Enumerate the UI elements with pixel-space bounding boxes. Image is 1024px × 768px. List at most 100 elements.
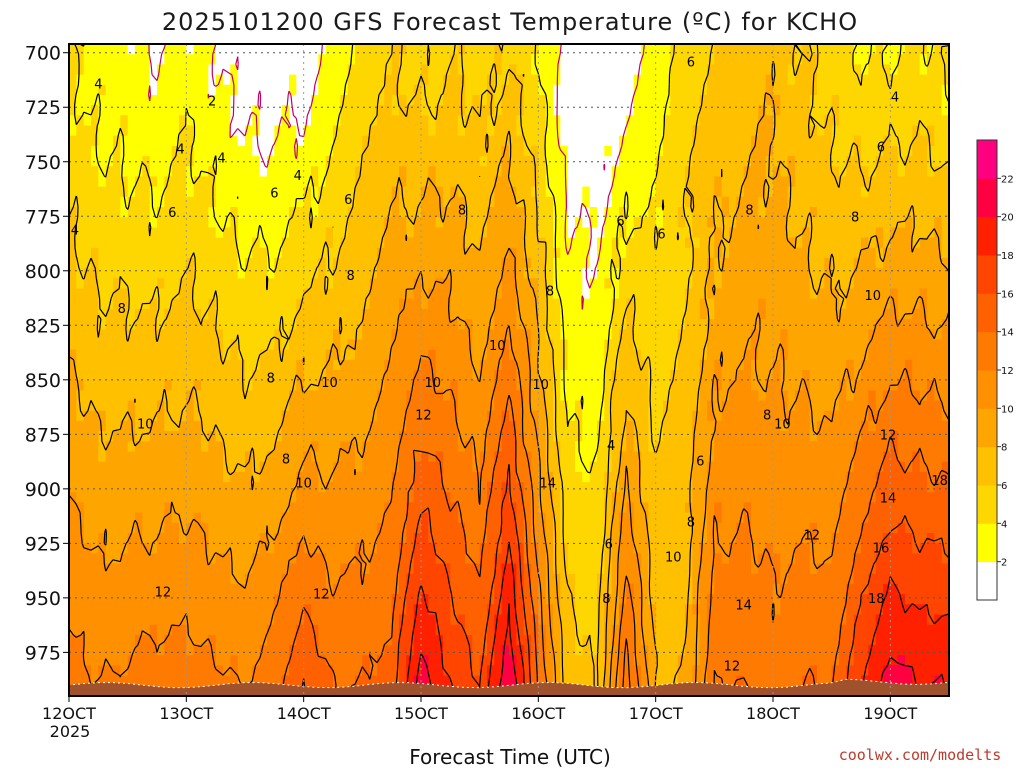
temperature-cell [457, 380, 466, 391]
temperature-cell [604, 543, 613, 554]
temperature-cell [509, 227, 517, 239]
temperature-cell [567, 492, 576, 504]
temperature-cell [619, 451, 627, 463]
temperature-cell [333, 451, 341, 463]
temperature-cell [538, 237, 547, 249]
temperature-cell [347, 522, 356, 534]
temperature-cell [215, 268, 224, 279]
temperature-cell [428, 115, 437, 127]
temperature-cell [509, 645, 517, 656]
temperature-cell [465, 288, 473, 300]
temperature-cell [303, 563, 312, 575]
temperature-cell [325, 196, 334, 208]
temperature-cell [289, 624, 297, 636]
temperature-cell [597, 359, 605, 371]
temperature-cell [538, 553, 547, 565]
temperature-cell [303, 390, 312, 402]
temperature-cell [113, 522, 121, 534]
temperature-cell [443, 645, 451, 656]
temperature-cell [589, 349, 598, 361]
temperature-cell [69, 461, 77, 473]
temperature-cell [494, 370, 503, 381]
temperature-cell [479, 492, 488, 504]
temperature-cell [135, 237, 143, 249]
temperature-cell [318, 471, 327, 483]
temperature-cell [421, 257, 429, 269]
temperature-cell [281, 298, 290, 310]
temperature-cell [633, 390, 642, 402]
temperature-cell [237, 44, 246, 55]
temperature-cell [201, 125, 209, 137]
temperature-cell [457, 339, 466, 351]
temperature-cell [237, 217, 246, 228]
temperature-cell [120, 380, 129, 391]
temperature-cell [355, 390, 363, 402]
temperature-cell [611, 380, 620, 391]
temperature-cell [501, 390, 510, 402]
temperature-cell [457, 675, 466, 687]
temperature-cell [267, 543, 275, 554]
temperature-cell [384, 604, 393, 616]
temperature-cell [91, 125, 99, 137]
temperature-cell [311, 308, 319, 320]
temperature-cell [164, 451, 173, 463]
temperature-cell [135, 400, 143, 412]
temperature-cell [421, 319, 429, 330]
temperature-cell [633, 288, 642, 300]
temperature-cell [457, 166, 466, 178]
temperature-cell [369, 645, 378, 656]
temperature-cell [311, 390, 319, 402]
temperature-cell [98, 207, 107, 218]
temperature-cell [98, 370, 107, 381]
temperature-cell [619, 380, 627, 391]
temperature-cell [289, 573, 297, 585]
temperature-cell [113, 380, 121, 391]
temperature-cell [391, 482, 400, 493]
temperature-cell [245, 125, 253, 137]
temperature-cell [120, 166, 129, 178]
temperature-cell [113, 54, 121, 65]
temperature-cell [369, 156, 378, 167]
temperature-cell [142, 186, 151, 198]
temperature-cell [384, 339, 393, 351]
temperature-cell [494, 390, 503, 402]
temperature-cell [516, 44, 525, 55]
temperature-cell [362, 553, 371, 565]
temperature-cell [626, 492, 635, 504]
temperature-cell [472, 54, 481, 65]
temperature-cell [237, 420, 246, 432]
temperature-cell [406, 278, 415, 290]
temperature-cell [465, 441, 473, 453]
temperature-cell [604, 84, 613, 96]
temperature-cell [523, 125, 532, 137]
temperature-cell [223, 645, 231, 656]
temperature-cell [259, 492, 268, 504]
temperature-cell [289, 278, 297, 290]
temperature-cell [494, 349, 503, 361]
temperature-cell [164, 359, 173, 371]
temperature-cell [171, 400, 180, 412]
temperature-cell [171, 176, 180, 188]
temperature-cell [413, 380, 422, 391]
temperature-cell [127, 115, 136, 127]
temperature-cell [179, 410, 187, 422]
temperature-cell [626, 451, 635, 463]
temperature-cell [589, 145, 598, 157]
temperature-cell [347, 125, 356, 137]
temperature-cell [237, 156, 246, 167]
temperature-cell [633, 441, 642, 453]
temperature-cell [421, 247, 429, 259]
temperature-cell [91, 614, 99, 626]
temperature-cell [164, 594, 173, 605]
temperature-cell [384, 105, 393, 116]
temperature-cell [274, 553, 283, 565]
temperature-cell [450, 105, 459, 116]
temperature-cell [479, 329, 488, 341]
temperature-cell [377, 186, 385, 198]
temperature-cell [105, 441, 114, 453]
temperature-cell [157, 359, 165, 371]
temperature-cell [509, 390, 517, 402]
temperature-cell [69, 390, 77, 402]
temperature-cell [223, 227, 231, 239]
temperature-cell [105, 563, 114, 575]
